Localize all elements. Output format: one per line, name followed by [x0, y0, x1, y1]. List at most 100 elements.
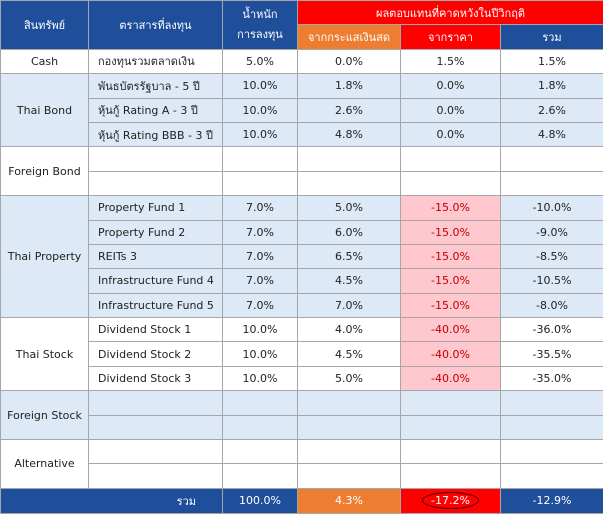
asset-cell: Cash — [1, 49, 89, 73]
value-cell: 10.0% — [223, 318, 298, 342]
value-cell: 4.0% — [298, 318, 401, 342]
value-cell — [401, 464, 501, 488]
value-cell: -40.0% — [401, 366, 501, 390]
header-row: สินทรัพย์ตราสารที่ลงทุนน้ำหนักการลงทุนผล… — [1, 1, 603, 25]
instrument-cell — [89, 464, 223, 488]
total-cell: -17.2% — [401, 488, 501, 513]
instrument-cell: Dividend Stock 1 — [89, 318, 223, 342]
table-row: หุ้นกู้ Rating BBB - 3 ปี10.0%4.8%0.0%4.… — [1, 122, 603, 146]
table-row — [1, 415, 603, 439]
value-cell: 0.0% — [401, 98, 501, 122]
instrument-cell — [89, 171, 223, 195]
instrument-cell: REITs 3 — [89, 244, 223, 268]
instrument-cell: Property Fund 2 — [89, 220, 223, 244]
value-cell: 2.6% — [298, 98, 401, 122]
value-cell: -40.0% — [401, 318, 501, 342]
value-cell: 1.8% — [501, 74, 603, 98]
value-cell — [223, 171, 298, 195]
asset-cell: Thai Bond — [1, 74, 89, 147]
header-cell: จากราคา — [401, 25, 501, 49]
value-cell: -10.5% — [501, 269, 603, 293]
asset-cell: Foreign Bond — [1, 147, 89, 196]
value-cell: 7.0% — [223, 293, 298, 317]
value-cell — [401, 147, 501, 171]
value-cell — [298, 171, 401, 195]
instrument-cell: Infrastructure Fund 4 — [89, 269, 223, 293]
instrument-cell: Dividend Stock 2 — [89, 342, 223, 366]
value-cell: -36.0% — [501, 318, 603, 342]
highlight-circle: -17.2% — [422, 492, 479, 509]
value-cell — [501, 391, 603, 415]
instrument-cell: หุ้นกู้ Rating A - 3 ปี — [89, 98, 223, 122]
value-cell — [223, 391, 298, 415]
value-cell: -8.5% — [501, 244, 603, 268]
value-cell: 2.6% — [501, 98, 603, 122]
total-cell: -12.9% — [501, 488, 603, 513]
value-cell: 7.0% — [223, 196, 298, 220]
header-line: การลงทุน — [223, 25, 297, 45]
value-cell: 10.0% — [223, 122, 298, 146]
value-cell: 6.5% — [298, 244, 401, 268]
header-cell: รวม — [501, 25, 603, 49]
value-cell — [298, 391, 401, 415]
value-cell: 10.0% — [223, 366, 298, 390]
value-cell — [501, 440, 603, 464]
value-cell: 1.8% — [298, 74, 401, 98]
value-cell — [223, 147, 298, 171]
value-cell: -15.0% — [401, 293, 501, 317]
header-cell: ผลตอบแทนที่คาดหวังในปีวิกฤติ — [298, 1, 603, 25]
value-cell — [501, 171, 603, 195]
asset-cell: Foreign Stock — [1, 391, 89, 440]
value-cell: 5.0% — [298, 366, 401, 390]
value-cell — [401, 391, 501, 415]
value-cell: 4.8% — [298, 122, 401, 146]
asset-cell: Thai Stock — [1, 318, 89, 391]
value-cell: -15.0% — [401, 269, 501, 293]
total-cell: 100.0% — [223, 488, 298, 513]
value-cell: -35.5% — [501, 342, 603, 366]
value-cell: 7.0% — [223, 269, 298, 293]
value-cell: 10.0% — [223, 98, 298, 122]
value-cell: 4.5% — [298, 342, 401, 366]
value-cell — [401, 171, 501, 195]
value-cell: 0.0% — [401, 74, 501, 98]
value-cell: 7.0% — [223, 244, 298, 268]
table-row: Foreign Bond — [1, 147, 603, 171]
instrument-cell: กองทุนรวมตลาดเงิน — [89, 49, 223, 73]
value-cell — [501, 464, 603, 488]
table-row: Alternative — [1, 440, 603, 464]
header-line: น้ำหนัก — [223, 5, 297, 25]
value-cell: 0.0% — [401, 122, 501, 146]
value-cell: -8.0% — [501, 293, 603, 317]
header-cell: สินทรัพย์ — [1, 1, 89, 50]
value-cell — [401, 440, 501, 464]
value-cell: 10.0% — [223, 74, 298, 98]
table-row — [1, 171, 603, 195]
instrument-cell: Dividend Stock 3 — [89, 366, 223, 390]
value-cell — [298, 440, 401, 464]
value-cell: -15.0% — [401, 196, 501, 220]
instrument-cell — [89, 440, 223, 464]
total-cell: 4.3% — [298, 488, 401, 513]
value-cell — [298, 147, 401, 171]
value-cell: 6.0% — [298, 220, 401, 244]
asset-cell: Thai Property — [1, 196, 89, 318]
instrument-cell: Property Fund 1 — [89, 196, 223, 220]
value-cell: 7.0% — [298, 293, 401, 317]
total-label: รวม — [1, 488, 223, 513]
value-cell: -40.0% — [401, 342, 501, 366]
value-cell — [501, 147, 603, 171]
instrument-cell: พันธบัตรรัฐบาล - 5 ปี — [89, 74, 223, 98]
value-cell — [298, 464, 401, 488]
value-cell: 10.0% — [223, 342, 298, 366]
value-cell — [223, 440, 298, 464]
header-cell: ตราสารที่ลงทุน — [89, 1, 223, 50]
value-cell: 1.5% — [401, 49, 501, 73]
